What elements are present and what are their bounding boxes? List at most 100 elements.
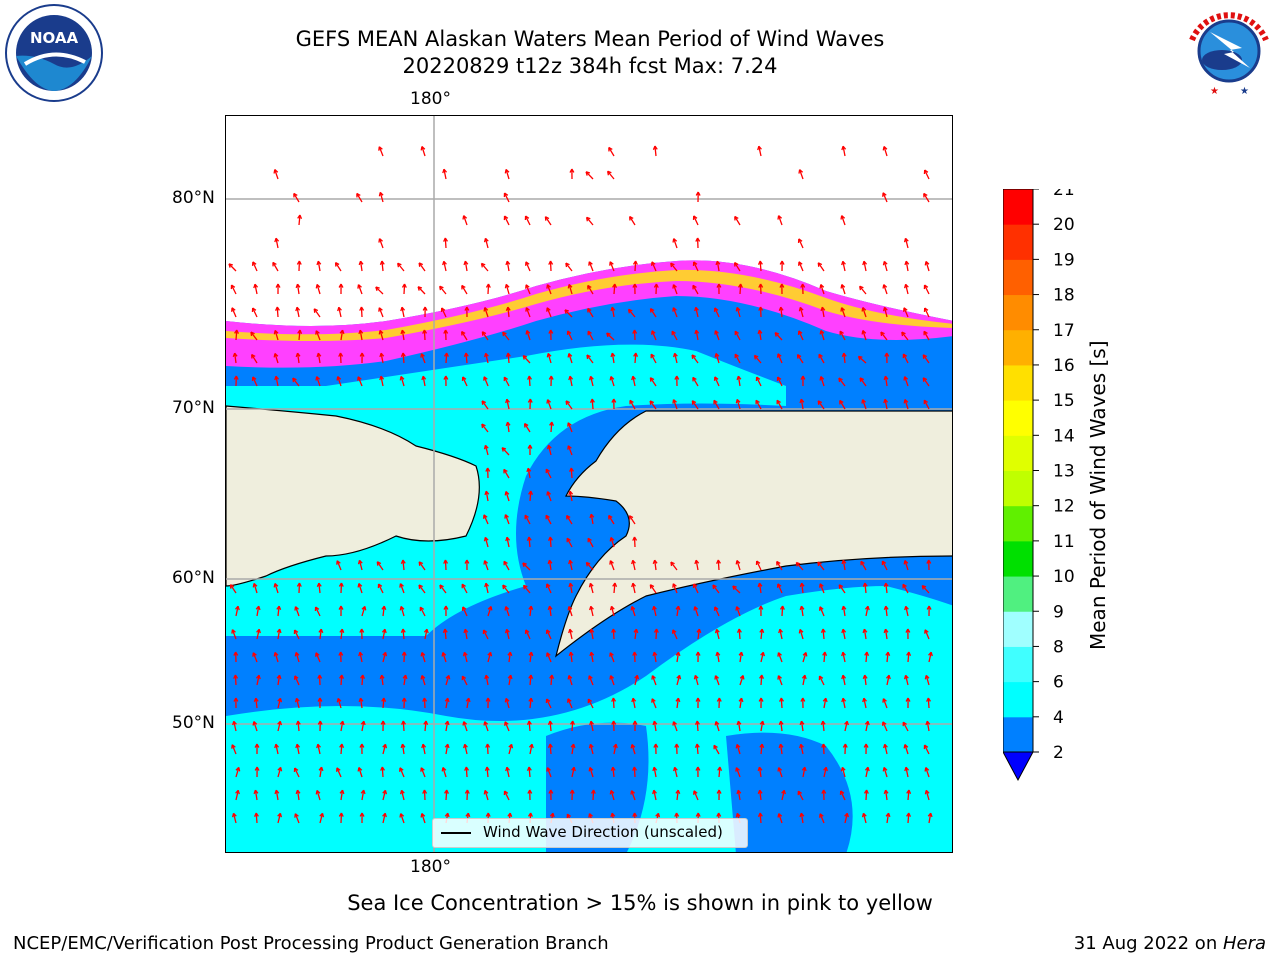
wave-arrow-head [612, 743, 618, 749]
colorbar-segment [1003, 400, 1033, 436]
wave-arrow [927, 697, 930, 709]
wave-arrow [923, 744, 930, 755]
wave-arrow-head [443, 237, 449, 242]
wave-arrow [382, 790, 387, 801]
wave-arrow [676, 789, 679, 801]
wave-arrow-head [357, 583, 363, 588]
wave-arrow-head [589, 651, 595, 657]
wave-arrow-head [884, 352, 890, 357]
wave-arrow-head [632, 329, 638, 334]
wave-arrow-head [755, 399, 760, 405]
wave-arrow-head [842, 743, 848, 748]
wave-arrow-head [444, 697, 450, 703]
wave-arrow [523, 584, 531, 594]
wave-arrow-head [231, 744, 236, 749]
wave-arrow [904, 376, 909, 387]
wave-arrow-head [526, 720, 532, 725]
wave-arrow [795, 562, 804, 571]
wave-arrow-head [317, 697, 323, 702]
wave-arrow-head [717, 766, 723, 771]
wave-arrow [501, 447, 510, 456]
wave-arrow [903, 307, 909, 318]
wave-arrow-head [277, 812, 283, 818]
wave-arrow [254, 790, 258, 801]
wave-arrow-head [483, 237, 489, 243]
wave-arrow-head [778, 628, 783, 634]
wave-arrow [382, 813, 386, 824]
wave-arrow-head [716, 697, 722, 702]
wave-arrow-head [336, 697, 342, 703]
wave-arrow [609, 652, 615, 663]
wave-arrow [402, 628, 405, 640]
wave-arrow [838, 584, 846, 594]
wave-arrow [694, 606, 699, 617]
wave-arrow [923, 284, 930, 295]
wave-arrow [570, 651, 573, 663]
colorbar-segment [1003, 611, 1033, 647]
wave-arrow-head [275, 283, 281, 288]
wave-arrow [883, 146, 888, 157]
wave-arrow-head [676, 674, 682, 680]
wave-arrow-head [358, 260, 364, 266]
wave-arrow-head [820, 720, 826, 726]
wave-arrow [549, 720, 552, 732]
wave-arrow-head [840, 215, 846, 220]
wave-arrow-head [861, 812, 867, 818]
wave-arrow-head [798, 628, 804, 634]
wave-arrow [693, 583, 699, 594]
wave-arrow [925, 261, 930, 272]
wave-arrow-head [399, 767, 404, 772]
wave-arrow-head [296, 260, 302, 265]
wave-arrow-head [609, 376, 615, 381]
wave-arrow-head [694, 306, 699, 312]
wave-arrow-head [463, 743, 468, 749]
wave-arrow [777, 583, 783, 594]
colorbar-segment [1003, 189, 1033, 225]
wave-arrow-head [480, 262, 486, 268]
wave-arrow-head [694, 559, 700, 565]
wave-arrow [842, 698, 846, 709]
wave-arrow [882, 721, 888, 732]
wave-arrow-head [378, 329, 384, 335]
wave-arrow-head [800, 283, 806, 288]
wave-arrow-head [587, 330, 592, 336]
wave-arrow [503, 215, 510, 226]
wave-arrow-head [734, 215, 739, 221]
wave-arrow [296, 307, 300, 318]
wave-arrow [905, 606, 909, 617]
wave-arrow [546, 583, 552, 594]
wave-arrow [503, 192, 510, 203]
wave-arrow-head [375, 286, 380, 292]
wave-arrow [487, 606, 492, 617]
wave-arrow-head [528, 674, 534, 679]
wave-arrow-head [586, 354, 591, 360]
wave-arrow [695, 307, 699, 318]
legend-text: Wind Wave Direction (unscaled) [483, 823, 723, 841]
wave-arrow-head [653, 628, 659, 633]
colorbar-tick-label: 13 [1053, 462, 1075, 482]
wave-arrow [442, 652, 447, 663]
wave-arrow-head [735, 306, 741, 312]
wave-arrow [231, 744, 237, 755]
wave-arrow [296, 744, 300, 755]
wave-arrow-head [464, 789, 470, 794]
wave-arrow [277, 721, 281, 732]
wave-arrow-head [228, 263, 234, 268]
wave-arrow-head [357, 284, 362, 289]
wave-arrow [732, 585, 741, 594]
wave-arrow-head [567, 353, 573, 358]
wave-arrow [484, 537, 489, 548]
wave-arrow [524, 423, 531, 433]
wave-arrow-head [234, 329, 240, 334]
wave-arrow [294, 606, 300, 617]
wave-arrow-head [864, 720, 870, 726]
wave-arrow [568, 353, 573, 364]
wave-arrow [505, 698, 510, 709]
wave-arrow-head [547, 559, 553, 565]
wave-arrow-head [882, 192, 887, 197]
ice-note: Sea Ice Concentration > 15% is shown in … [347, 891, 933, 915]
wave-arrow-head [546, 284, 551, 289]
wave-arrow-head [798, 169, 804, 174]
wave-arrow-head [463, 628, 469, 634]
colorbar-tick-label: 16 [1053, 356, 1075, 376]
